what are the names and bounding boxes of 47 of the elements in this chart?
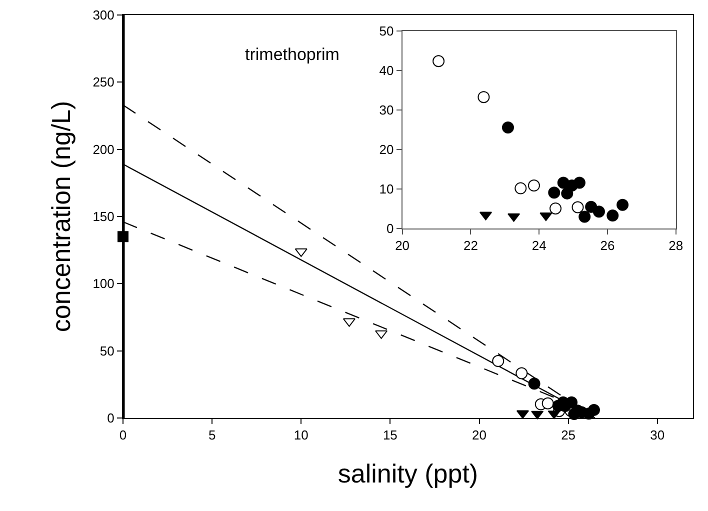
y-tick-label: 50 <box>379 24 394 39</box>
y-axis-title: concentration (ng/L) <box>46 100 76 332</box>
y-tick-label: 0 <box>107 410 114 426</box>
x-tick-label: 20 <box>395 238 410 254</box>
point <box>502 121 514 134</box>
point <box>573 176 586 189</box>
y-tick-label: 50 <box>100 343 114 358</box>
x-tick-label: 30 <box>650 428 665 443</box>
x-tick-label: 22 <box>463 238 478 254</box>
point <box>432 55 445 68</box>
point <box>528 378 540 390</box>
point <box>606 210 619 222</box>
y-tick-label: 30 <box>379 102 394 118</box>
x-tick-label: 0 <box>119 428 127 443</box>
x-tick-label: 24 <box>532 238 546 254</box>
point <box>572 201 584 214</box>
y-tick-label: 20 <box>379 142 394 158</box>
point <box>516 367 528 380</box>
x-tick-label: 10 <box>294 428 308 443</box>
point <box>514 182 527 194</box>
x-tick-label: 26 <box>600 238 615 254</box>
y-tick-label: 100 <box>92 276 114 292</box>
point <box>592 206 605 218</box>
y-tick-label: 40 <box>379 63 394 78</box>
y-tick-label: 0 <box>386 221 394 236</box>
point <box>588 404 600 416</box>
y-tick-label: 150 <box>92 209 114 224</box>
point <box>478 91 490 104</box>
x-tick-label: 15 <box>382 428 398 443</box>
x-tick-label: 28 <box>668 238 684 254</box>
point <box>542 397 554 410</box>
point <box>548 186 560 199</box>
x-tick-label: 25 <box>561 428 576 443</box>
point <box>616 198 629 211</box>
y-tick-label: 10 <box>379 182 394 197</box>
y-tick-label: 300 <box>92 8 114 23</box>
x-axis-title: salinity (ppt) <box>338 458 478 488</box>
y-tick-label: 250 <box>92 74 114 90</box>
x-tick-label: 20 <box>472 428 486 443</box>
point <box>566 396 578 408</box>
x-tick-label: 5 <box>208 428 216 443</box>
point <box>492 355 504 368</box>
point <box>578 210 591 223</box>
point <box>528 180 540 192</box>
point <box>550 202 562 214</box>
y-tick-label: 200 <box>92 142 114 157</box>
annotation: trimethoprim <box>245 45 340 64</box>
